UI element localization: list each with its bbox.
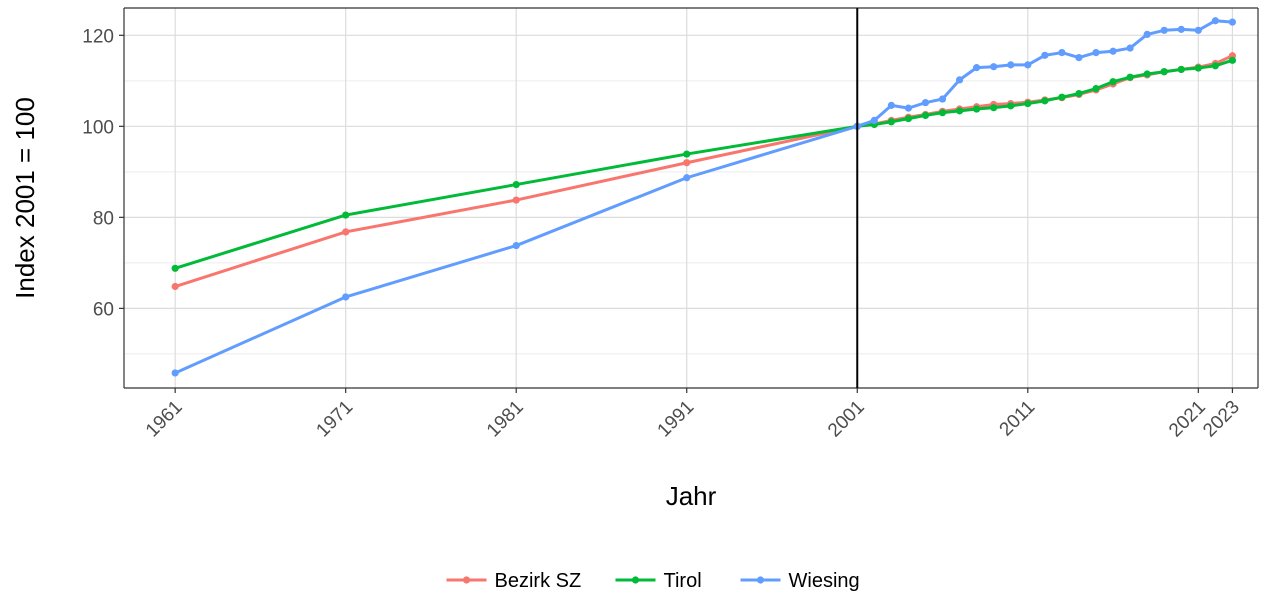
data-point-wiesing: [683, 174, 691, 182]
legend-label: Bezirk SZ: [495, 570, 582, 592]
data-point-tirol: [1211, 62, 1219, 70]
data-point-tirol: [1143, 70, 1151, 78]
x-axis-title: Jahr: [666, 481, 717, 511]
data-point-wiesing: [887, 101, 895, 109]
data-point-tirol: [990, 104, 998, 112]
data-point-wiesing: [1058, 48, 1066, 57]
data-point-tirol: [1092, 84, 1100, 93]
x-tick-label: 2021: [1165, 397, 1210, 442]
data-point-wiesing: [938, 95, 947, 103]
data-point-wiesing: [171, 369, 179, 377]
data-point-bezirk-sz: [512, 196, 520, 204]
panel-border: [123, 7, 1259, 389]
x-tick-label: 2011: [996, 397, 1040, 441]
x-tick-label: 1971: [312, 397, 357, 442]
data-point-wiesing: [1143, 30, 1151, 38]
data-point-tirol: [938, 109, 947, 117]
data-point-tirol: [1177, 65, 1185, 74]
data-point-tirol: [1109, 78, 1117, 86]
data-point-wiesing: [921, 99, 930, 107]
data-point-wiesing: [1007, 61, 1015, 69]
data-point-wiesing: [1075, 54, 1083, 62]
data-point-wiesing: [1228, 18, 1237, 26]
data-point-wiesing: [973, 64, 981, 72]
x-tick-label: 1981: [483, 397, 528, 442]
data-point-wiesing: [1041, 51, 1049, 59]
y-tick-label: 120: [82, 26, 114, 47]
data-point-tirol: [1075, 89, 1083, 98]
data-point-wiesing: [1109, 47, 1117, 55]
series-tirol: [171, 56, 1237, 272]
data-point-wiesing: [1092, 48, 1100, 57]
data-point-wiesing: [512, 241, 520, 250]
data-point-tirol: [1126, 73, 1134, 81]
data-point-tirol: [887, 118, 895, 126]
y-axis-title: Index 2001 = 100: [10, 97, 40, 299]
data-point-wiesing: [904, 104, 913, 112]
data-point-bezirk-sz: [342, 228, 350, 236]
series-group: [171, 17, 1237, 377]
data-point-tirol: [1024, 99, 1032, 108]
data-point-tirol: [1058, 93, 1066, 101]
data-point-tirol: [342, 211, 350, 219]
data-point-wiesing: [870, 116, 878, 125]
legend-item-wiesing: Wiesing: [740, 570, 860, 592]
x-tick-label: 1961: [142, 397, 187, 442]
data-point-tirol: [955, 107, 964, 115]
data-point-tirol: [1194, 64, 1202, 72]
legend-item-tirol: Tirol: [615, 570, 702, 592]
legend-key-point: [631, 576, 640, 584]
data-point-tirol: [1160, 68, 1168, 76]
data-point-wiesing: [342, 293, 350, 301]
data-point-wiesing: [1024, 61, 1032, 69]
data-point-bezirk-sz: [171, 282, 179, 291]
grid: [124, 8, 1258, 388]
data-point-tirol: [1041, 97, 1049, 105]
x-tick-label: 1991: [654, 397, 699, 442]
legend-key-point: [462, 576, 471, 584]
data-point-tirol: [921, 111, 930, 120]
data-point-wiesing: [1177, 25, 1185, 33]
x-tick-label: 2023: [1199, 397, 1244, 442]
data-point-tirol: [171, 264, 179, 272]
data-point-tirol: [973, 105, 981, 113]
data-point-tirol: [512, 180, 520, 189]
series-line-wiesing: [174, 19, 1233, 375]
series-wiesing: [171, 17, 1237, 377]
data-point-wiesing: [1160, 26, 1168, 34]
legend-label: Tirol: [664, 570, 702, 592]
x-tick-label: 2001: [824, 397, 869, 442]
data-point-wiesing: [1194, 26, 1202, 34]
data-point-bezirk-sz: [683, 159, 691, 167]
y-tick-label: 100: [82, 117, 114, 138]
legend: Bezirk SZ Tirol Wiesing: [446, 570, 860, 592]
y-tick-label: 60: [93, 299, 114, 320]
data-point-tirol: [1228, 56, 1237, 64]
data-point-wiesing: [1211, 17, 1219, 25]
y-tick-label: 80: [93, 208, 114, 229]
legend-item-bezirk-sz: Bezirk SZ: [446, 570, 582, 592]
data-point-wiesing: [955, 76, 964, 84]
data-point-wiesing: [990, 63, 998, 71]
data-point-tirol: [1007, 102, 1015, 110]
data-point-tirol: [904, 114, 913, 123]
legend-key-point: [756, 576, 765, 584]
legend-label: Wiesing: [789, 570, 860, 592]
data-point-wiesing: [1126, 44, 1134, 52]
data-point-tirol: [683, 150, 691, 158]
y-axis-ticks: 60 80 100 120: [82, 26, 124, 320]
